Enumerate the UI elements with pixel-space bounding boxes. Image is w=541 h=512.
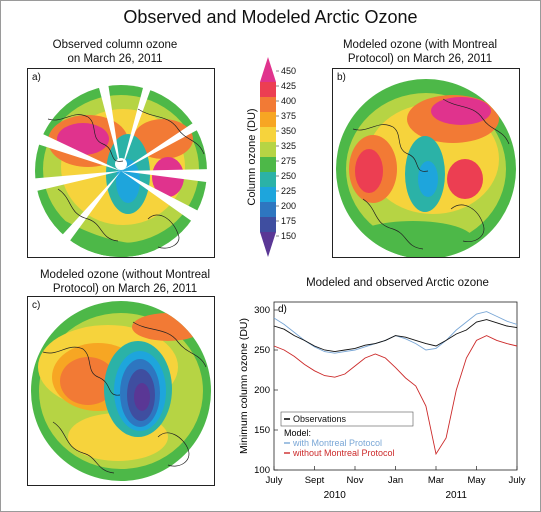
panel-a-map: a): [27, 68, 215, 258]
legend-label: with Montreal Protocol: [292, 438, 382, 448]
colorbar-tick-label: 325: [281, 141, 296, 151]
y-tick-label: 200: [254, 385, 270, 396]
colorbar-segment: [260, 217, 276, 233]
colorbar-segment: [260, 57, 276, 82]
colorbar: 450 425 400 375 350 325 275 250 225 200 175 150: [238, 55, 308, 265]
colorbar-tick-label: 175: [281, 216, 296, 226]
coastlines-b: [352, 98, 510, 250]
panel-a-title: Observed column ozone on March 26, 2011: [52, 39, 178, 65]
panel-d-title: Modeled and observed Arctic ozone: [306, 277, 489, 289]
pole-hole: [115, 158, 127, 170]
colorbar-segment: [260, 127, 276, 143]
legend-label: without Montreal Protocol: [292, 448, 395, 458]
year-label: 2010: [324, 490, 347, 501]
x-tick-label: May: [468, 475, 486, 486]
year-label: 2011: [445, 490, 467, 501]
panel-b-label: b): [337, 72, 346, 83]
panel-b-title: Modeled ozone (with Montreal Protocol) o…: [342, 39, 498, 65]
panel-d-chart: 100 150 200 250 300 July Sept Nov Jan Mar May July 2…: [232, 290, 532, 502]
colorbar-segment: [260, 172, 276, 188]
colorbar-segment: [260, 187, 276, 203]
panel-b-svg: [336, 79, 516, 257]
x-tick-label: Nov: [347, 475, 364, 486]
legend-heading: Model:: [284, 428, 311, 438]
colorbar-tick-label: 275: [281, 156, 296, 166]
x-tick-label: July: [266, 475, 283, 486]
colorbar-segment: [260, 142, 276, 158]
coastlines-c: [42, 321, 207, 474]
plot-area: [273, 301, 518, 471]
colorbar-tick-label: 150: [281, 231, 296, 241]
legend-box: [280, 411, 414, 427]
x-tick-label: Sept: [305, 475, 325, 486]
x-tick-label: July: [509, 475, 526, 486]
colorbar-tick-label: 225: [281, 186, 296, 196]
line-chart-svg: 100 150 200 250 300 July Sept Nov Jan Mar May July 2…: [238, 301, 526, 501]
colorbar-segment: [260, 97, 276, 113]
colorbar-tick-label: 200: [281, 201, 296, 211]
colorbar-segment: [260, 202, 276, 218]
colorbar-tick-label: 425: [281, 81, 296, 91]
legend-label: Observations: [293, 414, 347, 424]
colorbar-tick-label: 450: [281, 66, 296, 76]
x-tick-label: Jan: [388, 475, 403, 486]
colorbar-tick-label: 400: [281, 96, 296, 106]
panel-c-map: c): [27, 296, 215, 486]
colorbar-svg: 450 425 400 375 350 325 275 250 225 200 175 150: [260, 57, 296, 257]
data-gap-wedges: [28, 69, 214, 257]
y-tick-label: 300: [254, 305, 270, 316]
colorbar-segment: [260, 112, 276, 128]
panel-c-svg: [31, 301, 211, 481]
y-tick-label: 250: [254, 345, 270, 356]
figure-title: Observed and Modeled Arctic Ozone: [123, 7, 418, 27]
ozone-field-c: [31, 301, 211, 481]
panel-c-title: Modeled ozone (without Montreal Protocol…: [39, 269, 211, 295]
colorbar-tick-label: 375: [281, 111, 296, 121]
y-tick-label: 100: [254, 465, 270, 476]
panel-b-map: b): [332, 68, 520, 258]
panel-c-label: c): [32, 300, 41, 311]
x-tick-label: Mar: [428, 475, 444, 486]
series-line: [273, 335, 518, 456]
panel-d-label: d): [278, 304, 287, 315]
panel-a-label: a): [32, 72, 41, 83]
coastlines-a: [47, 108, 205, 249]
panel-a-svg: [28, 69, 214, 257]
y-axis-label: Minimum column ozone (DU): [238, 318, 250, 454]
colorbar-label: Column ozone (DU): [246, 108, 258, 206]
series-line: [273, 319, 518, 353]
colorbar-segment: [260, 232, 276, 257]
colorbar-segment: [260, 157, 276, 173]
y-tick-label: 150: [254, 425, 270, 436]
colorbar-tick-label: 350: [281, 126, 296, 136]
ozone-field-b: [336, 79, 516, 257]
colorbar-segment: [260, 82, 276, 98]
colorbar-tick-label: 250: [281, 171, 296, 181]
